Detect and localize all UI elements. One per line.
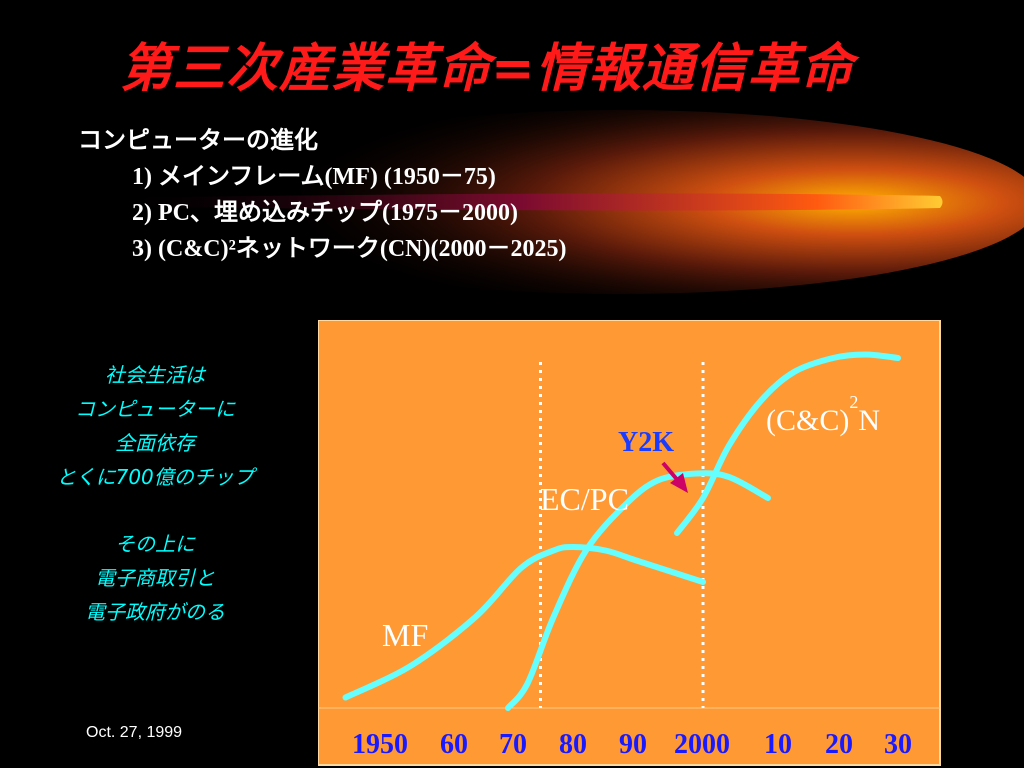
series-label-mf: MF (382, 617, 428, 653)
technology-s-curve-chart: 1950 60 70 80 90 2000 10 20 30 MF EC/PC (C&C)2N … (318, 320, 941, 766)
x-tick-label: 70 (499, 729, 527, 760)
series-line-cc-network (674, 351, 901, 536)
comet-glow-decoration (100, 110, 1024, 294)
outline-item-network: 3) (C&C)²ネットワーク(CN)(2000－2025) (132, 236, 567, 262)
x-tick-label: 80 (559, 729, 587, 760)
sidebar-line: 全面依存 (115, 431, 195, 455)
sidebar-line: コンピューターに (75, 397, 235, 421)
slide-title: 第三次産業革命=情報通信革命 (120, 39, 854, 99)
outline-heading: コンピューターの進化 (78, 126, 318, 154)
series-line-mf (342, 543, 706, 701)
x-tick-label: 1950 (352, 729, 408, 760)
x-tick-label: 30 (884, 729, 912, 760)
y2k-arrow (661, 461, 688, 493)
sidebar-line: とくに700億のチップ (56, 465, 254, 489)
sidebar-line: 社会生活は (105, 363, 205, 387)
sidebar-line: その上に (115, 532, 195, 556)
sidebar-block-egov: その上に 電子商取引と 電子政府がのる (20, 527, 290, 629)
outline-item-mainframe: 1) メインフレーム(MF) (1950－75) (132, 164, 496, 190)
chart-background (318, 320, 941, 766)
outline-item-pc: 2) PC、埋め込みチップ(1975－2000) (132, 200, 518, 226)
x-tick-label: 60 (440, 729, 468, 760)
x-tick-label: 90 (619, 729, 647, 760)
x-tick-label: 2000 (674, 729, 730, 760)
series-label-cn: (C&C)2N (766, 392, 880, 437)
y2k-annotation: Y2K (618, 427, 674, 458)
sidebar-line: 電子商取引と (95, 566, 215, 590)
sidebar-block-dependence: 社会生活は コンピューターに 全面依存 とくに700億のチップ (20, 358, 290, 494)
sidebar-line: 電子政府がのる (85, 600, 225, 624)
x-tick-label: 20 (825, 729, 853, 760)
slide-date: Oct. 27, 1999 (86, 724, 183, 741)
x-tick-label: 10 (764, 729, 792, 760)
series-label-ecpc: EC/PC (540, 481, 629, 517)
